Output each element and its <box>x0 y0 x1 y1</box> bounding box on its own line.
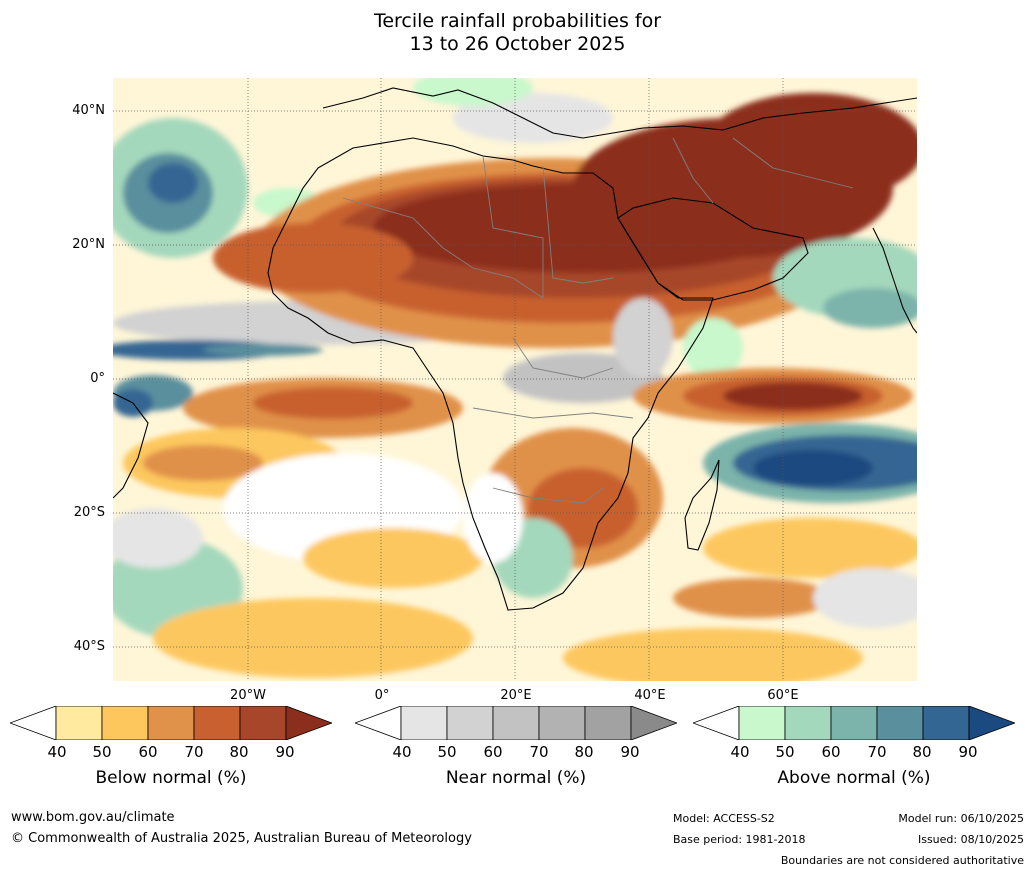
colorbar-extend-high <box>968 705 1017 741</box>
tick-label: 80 <box>912 743 932 761</box>
tick-label: 90 <box>275 743 295 761</box>
country-borders <box>342 137 854 504</box>
lon-label-40e: 40°E <box>634 688 666 703</box>
colorbar-segment <box>492 705 540 741</box>
model-run-date: Model run: 06/10/2025 <box>898 812 1024 825</box>
tick-label: 50 <box>437 743 457 761</box>
title-line-2: 13 to 26 October 2025 <box>409 33 626 55</box>
graticule <box>113 78 917 681</box>
colorbar-segment <box>193 705 241 741</box>
issued-date: Issued: 08/10/2025 <box>917 833 1024 846</box>
tick-label: 80 <box>229 743 249 761</box>
colorbar-extend-high <box>285 705 334 741</box>
copyright-text: © Commonwealth of Australia 2025, Austra… <box>11 831 472 846</box>
tick-label: 70 <box>867 743 887 761</box>
tick-label: 40 <box>47 743 67 761</box>
lon-label-0: 0° <box>374 688 390 703</box>
colorbar-extend-low <box>691 705 740 741</box>
colorbar-near-normal <box>353 705 679 741</box>
colorbar-segment <box>446 705 494 741</box>
tick-label: 60 <box>138 743 158 761</box>
tick-label: 60 <box>821 743 841 761</box>
tick-label: 50 <box>92 743 112 761</box>
boundaries-disclaimer: Boundaries are not considered authoritat… <box>780 854 1024 867</box>
lat-label-20n: 20°N <box>72 237 105 252</box>
coastlines <box>113 87 917 611</box>
colorbar-segment <box>876 705 924 741</box>
map-canvas <box>113 78 917 681</box>
lat-label-40n: 40°N <box>72 103 105 118</box>
colorbar-segment <box>922 705 970 741</box>
tick-label: 80 <box>574 743 594 761</box>
lat-label-20s: 20°S <box>73 505 105 520</box>
colorbar-segment <box>101 705 149 741</box>
colorbar-above-normal <box>691 705 1017 741</box>
lat-label-40s: 40°S <box>73 639 105 654</box>
title-line-1: Tercile rainfall probabilities for <box>373 10 662 32</box>
colorbar-extend-high <box>630 705 679 741</box>
tick-label: 60 <box>483 743 503 761</box>
colorbar-svg <box>8 705 334 741</box>
colorbar-segment <box>584 705 632 741</box>
colorbar-segment <box>538 705 586 741</box>
colorbar-svg <box>691 705 1017 741</box>
colorbar-segment <box>239 705 287 741</box>
tick-label: 40 <box>730 743 750 761</box>
map-title: Tercile rainfall probabilities for 13 to… <box>0 10 1035 56</box>
lon-label-60e: 60°E <box>767 688 799 703</box>
tick-label: 50 <box>775 743 795 761</box>
colorbar-title-above: Above normal (%) <box>777 768 931 788</box>
tick-label: 40 <box>392 743 412 761</box>
colorbar-segment <box>147 705 195 741</box>
colorbar-segment <box>738 705 786 741</box>
colorbar-segment <box>830 705 878 741</box>
colorbar-segment <box>400 705 448 741</box>
colorbar-extend-low <box>353 705 402 741</box>
colorbar-segment <box>55 705 103 741</box>
lat-label-equator: 0° <box>90 371 105 386</box>
colorbar-extend-low <box>8 705 57 741</box>
lon-label-20e: 20°E <box>500 688 532 703</box>
probability-map <box>113 78 917 681</box>
tick-label: 70 <box>184 743 204 761</box>
colorbar-segment <box>784 705 832 741</box>
tick-label: 70 <box>529 743 549 761</box>
colorbar-svg <box>353 705 679 741</box>
base-period: Base period: 1981-2018 <box>673 833 806 846</box>
tick-label: 90 <box>620 743 640 761</box>
colorbar-title-below: Below normal (%) <box>95 768 247 788</box>
model-name: Model: ACCESS-S2 <box>673 812 775 825</box>
colorbar-below-normal <box>8 705 334 741</box>
colorbar-title-near: Near normal (%) <box>445 768 587 788</box>
tick-label: 90 <box>958 743 978 761</box>
website-link[interactable]: www.bom.gov.au/climate <box>11 810 175 825</box>
lon-label-20w: 20°W <box>230 688 266 703</box>
